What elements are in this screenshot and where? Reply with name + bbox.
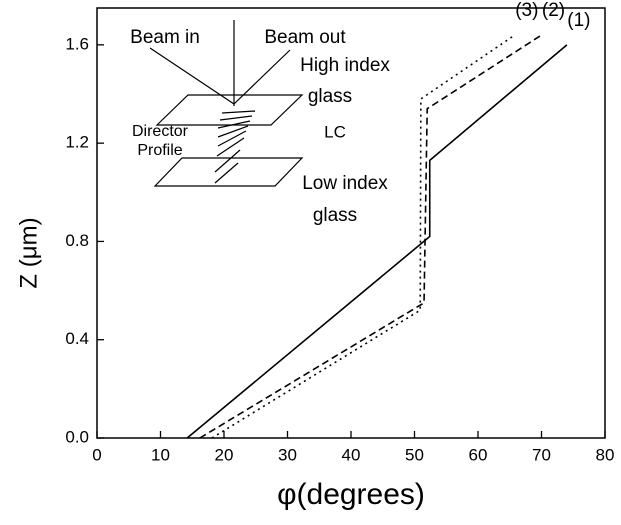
y-axis-label: Z (μm)	[15, 217, 42, 288]
series-label: (1)	[567, 10, 590, 31]
x-tick-label: 40	[342, 445, 361, 464]
series-label: (3)	[515, 0, 538, 21]
series-line	[199, 34, 542, 439]
x-tick-label: 0	[92, 445, 101, 464]
annotation: High index	[300, 55, 390, 76]
x-tick-label: 20	[215, 445, 234, 464]
annotation: Low index	[302, 173, 388, 194]
annotation: Profile	[137, 142, 182, 159]
x-tick-label: 50	[405, 445, 424, 464]
director-lines	[214, 110, 256, 184]
annotation: LC	[324, 122, 346, 141]
annotation: glass	[313, 205, 357, 226]
annotation: Director	[132, 123, 189, 140]
beam-in	[149, 47, 235, 105]
y-tick-label: 0.0	[65, 427, 89, 446]
y-tick-label: 0.8	[65, 231, 89, 250]
high-index-glass	[155, 94, 304, 126]
x-tick-label: 30	[278, 445, 297, 464]
annotation: Beam out	[264, 27, 346, 48]
series-label: (2)	[542, 0, 565, 21]
x-tick-label: 60	[469, 445, 488, 464]
y-tick-label: 0.4	[65, 329, 89, 348]
y-tick-label: 1.6	[65, 34, 89, 53]
x-axis-label: φ(degrees)	[277, 478, 425, 511]
beam-out	[233, 49, 291, 105]
series-line	[186, 44, 568, 439]
inset-diagram	[149, 20, 304, 187]
annotation: glass	[308, 86, 352, 107]
x-tick-label: 80	[596, 445, 615, 464]
x-tick-label: 70	[532, 445, 551, 464]
y-tick-label: 1.2	[65, 133, 89, 152]
annotation: Beam in	[130, 27, 200, 48]
x-tick-label: 10	[151, 445, 170, 464]
low-index-glass	[153, 157, 304, 187]
